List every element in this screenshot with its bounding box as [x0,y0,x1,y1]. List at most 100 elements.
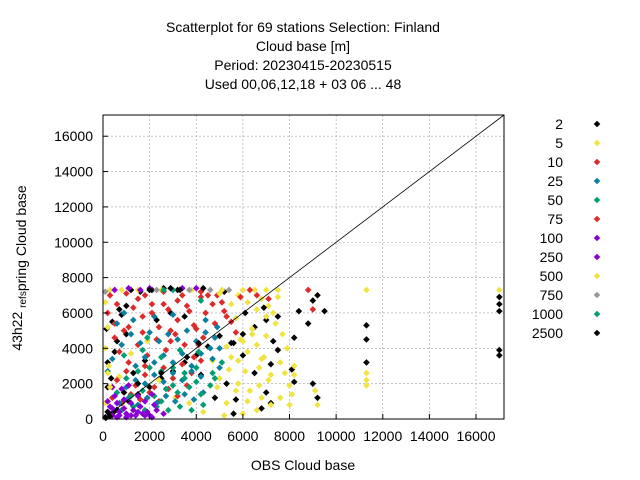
data-point [220,307,228,315]
data-point [148,300,156,308]
data-point [223,313,230,320]
data-point [209,369,216,377]
data-point [274,313,282,320]
data-point [111,348,118,356]
data-point [164,306,172,313]
x-tick-label: 4000 [181,428,212,444]
data-point [127,330,135,338]
data-point [150,401,158,409]
data-point [192,337,200,345]
data-point [141,380,149,387]
data-point [274,286,282,294]
data-point [148,309,156,317]
data-point [132,376,139,384]
data-point [141,398,149,405]
data-point [153,336,160,343]
data-point [143,334,151,341]
data-point [363,369,370,377]
plot-frame [102,114,505,420]
data-point [274,346,282,354]
data-point [104,369,111,377]
data-point [253,341,261,349]
title-line: Cloud base [m] [256,38,350,54]
data-point [223,343,230,350]
data-point [314,291,321,299]
data-point [130,406,137,414]
data-point [116,306,123,313]
data-point [120,327,128,334]
data-point [139,346,146,354]
data-point [134,295,142,303]
data-point [132,362,139,370]
data-point [153,286,160,294]
data-point [197,357,205,364]
data-point [167,327,174,334]
data-point [216,364,223,372]
legend-label: 750 [540,287,564,303]
data-point [496,300,503,308]
data-point [106,403,114,410]
legend-marker [593,139,601,147]
data-point [105,362,113,370]
data-point [137,339,144,347]
data-point [150,313,158,320]
data-point [496,352,503,359]
x-tick-label: 8000 [274,428,305,444]
data-point [134,401,142,409]
data-point [192,364,200,372]
y-tick-label: 12000 [54,199,93,215]
y-tick-label: 6000 [62,305,93,321]
y-tick-label: 8000 [62,270,93,286]
data-point [123,367,130,375]
y-tick-label: 0 [85,411,93,427]
data-point [141,362,149,370]
data-point [230,339,237,347]
data-point [216,375,223,382]
data-point [234,357,242,364]
data-point [262,313,270,320]
legend-label: 75 [547,211,563,227]
data-point [199,408,207,416]
data-point [148,390,156,398]
legend-label: 1000 [532,306,563,322]
data-point [267,401,275,409]
title-line: Used 00,06,12,18 + 03 06 ... 48 [205,76,402,92]
x-tick-label: 14000 [410,428,449,444]
data-point [106,291,114,299]
data-point [188,406,195,414]
data-point [181,390,188,398]
data-point [213,383,221,391]
data-point [123,375,130,382]
data-point [216,290,223,297]
data-point [192,284,200,292]
data-point [262,332,270,340]
data-point [211,375,219,382]
data-point [244,348,251,356]
data-point [169,369,177,377]
data-point [192,352,200,359]
data-point [496,346,503,354]
title-line: Period: 20230415-20230515 [214,57,392,73]
data-point [160,378,167,386]
data-point [283,345,291,352]
data-point [309,306,317,313]
data-point [363,336,370,343]
x-tick-label: 12000 [363,428,402,444]
data-point [276,394,284,402]
data-point [185,307,193,315]
data-point [227,353,235,361]
data-point [237,293,244,301]
legend-label: 2500 [532,325,563,341]
data-point [195,339,202,347]
data-point [272,320,279,327]
data-point [290,378,298,386]
data-point [190,353,198,361]
data-point [120,352,128,359]
data-point [106,413,114,420]
data-point [309,297,317,304]
data-point [185,399,193,407]
data-point [195,348,202,356]
legend-marker [593,329,601,337]
data-point [192,378,200,386]
data-point [267,360,275,368]
